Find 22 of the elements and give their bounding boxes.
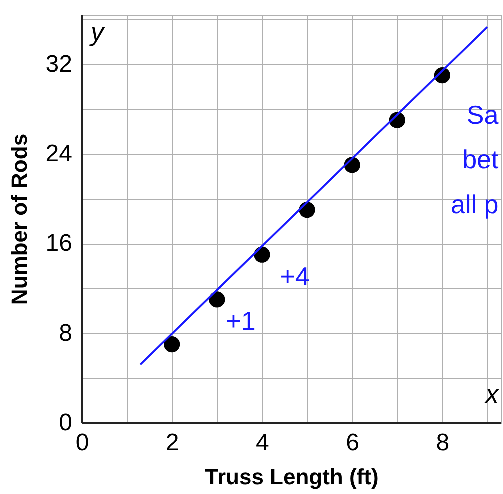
x-tick-label: 2 [166,430,180,456]
annotation: bet [462,144,500,175]
x-tick-label: 6 [346,430,360,456]
y-tick-label: 24 [46,140,72,168]
x-tick-label: 4 [256,430,270,456]
y-tick-label: 8 [59,320,72,347]
annotation: x [484,378,500,409]
y-tick-label: 0 [59,410,72,436]
point [209,292,226,308]
point [254,246,270,263]
x-tick-label: 8 [436,430,450,456]
y-axis-title: Number of Rods [6,134,32,306]
annotation: all p [451,190,499,220]
annotation: y [89,16,106,47]
annotation: +1 [226,306,256,336]
annotation: +4 [280,261,310,292]
annotation: Sa [466,100,500,130]
x-axis-title: Truss Length (ft) [205,464,379,490]
y-tick-label: 32 [46,50,72,78]
y-tick-label: 16 [46,230,72,258]
x-tick-label: 0 [76,430,90,456]
point [164,336,180,353]
